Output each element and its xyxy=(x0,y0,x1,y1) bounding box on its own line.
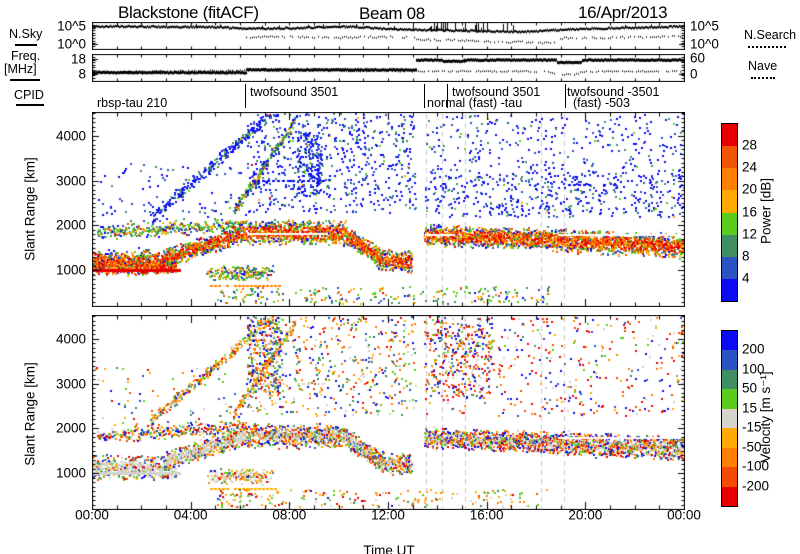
time-tick-label: 20:00 xyxy=(568,507,603,523)
time-tick-label: 08:00 xyxy=(272,507,307,523)
power-colorbar-tick-label: 4 xyxy=(742,270,750,286)
velocity-colorbar-segment xyxy=(722,447,737,468)
velocity-range-axis-title: Slant Range [km] xyxy=(22,362,38,466)
cpid-divider xyxy=(447,84,448,108)
power-colorbar-segment xyxy=(722,190,737,213)
power-colorbar-segment xyxy=(722,124,737,147)
cpid-entry: twofsound -3501 xyxy=(567,85,660,99)
time-tick-label: 04:00 xyxy=(173,507,208,523)
velocity-colorbar-segment xyxy=(722,467,737,487)
power-range-tick-label: 4000 xyxy=(55,128,86,144)
noise-left-tick: 10^0 xyxy=(57,36,86,52)
noise-panel-canvas xyxy=(92,22,685,50)
date-label: 16/Apr/2013 xyxy=(578,3,668,22)
nave-line-key xyxy=(751,77,775,79)
power-colorbar-title: Power [dB] xyxy=(758,177,774,245)
velocity-colorbar-segment xyxy=(722,350,737,370)
velocity-colorbar-segment xyxy=(722,369,737,390)
velocity-colorbar-tick-label: 50 xyxy=(742,380,758,396)
freq-left-tick: 8 xyxy=(78,66,86,82)
power-colorbar-segment xyxy=(722,168,737,191)
time-tick-label: 00:00 xyxy=(667,507,701,523)
velocity-colorbar-tick-label: -50 xyxy=(742,439,762,455)
power-colorbar-segment xyxy=(722,146,737,169)
power-colorbar-tick-label: 28 xyxy=(742,137,758,153)
page-title: Blackstone (fitACF) xyxy=(118,3,259,22)
cpid-entry: (fast) -503 xyxy=(573,96,630,110)
power-range-tick-label: 3000 xyxy=(55,173,86,189)
power-colorbar-tick-label: 16 xyxy=(742,204,758,219)
cpid-divider xyxy=(245,84,246,108)
velocity-range-tick-label: 4000 xyxy=(55,331,86,347)
velocity-colorbar-segment xyxy=(722,408,737,429)
nsearch-label: N.Search xyxy=(744,28,797,42)
power-range-tick-label: 2000 xyxy=(55,217,86,233)
noise-left-tick: 10^5 xyxy=(57,18,86,34)
nsearch-line-key xyxy=(748,46,786,48)
velocity-colorbar-tick-label: -100 xyxy=(742,458,770,474)
power-colorbar-segment xyxy=(722,234,737,257)
nave-label: Nave xyxy=(748,59,778,73)
velocity-range-tick-label: 1000 xyxy=(55,465,86,481)
time-tick-label: 00:00 xyxy=(75,507,109,523)
cpid-label: CPID xyxy=(14,88,44,102)
freq-right-tick: 60 xyxy=(690,50,706,66)
velocity-colorbar xyxy=(721,330,738,507)
velocity-colorbar-segment xyxy=(722,389,737,409)
velocity-colorbar-tick-label: -200 xyxy=(742,478,770,494)
velocity-colorbar-segment xyxy=(722,428,737,448)
power-colorbar-segment xyxy=(722,212,737,235)
power-colorbar-segment xyxy=(722,278,737,301)
time-tick-label: 12:00 xyxy=(371,507,405,523)
cpid-entry: normal (fast) -tau xyxy=(427,96,523,110)
nsky-line-key xyxy=(15,44,37,46)
power-colorbar-tick-label: 8 xyxy=(742,248,750,264)
velocity-colorbar-tick-label: 100 xyxy=(742,361,765,377)
noise-right-tick: 10^5 xyxy=(690,18,719,34)
velocity-colorbar-tick-label: 200 xyxy=(742,341,765,357)
power-colorbar-segment xyxy=(722,256,737,279)
cpid-entry: rbsp-tau 210 xyxy=(97,96,168,110)
freq-label: Freq. xyxy=(11,49,41,63)
freq-line-key xyxy=(10,79,40,81)
power-colorbar xyxy=(721,123,738,302)
cpid-divider xyxy=(424,84,425,108)
noise-right-tick: 10^0 xyxy=(690,36,719,52)
freq-right-tick: 0 xyxy=(690,66,698,82)
velocity-panel-canvas xyxy=(92,315,685,510)
velocity-colorbar-tick-label: -15 xyxy=(742,419,762,435)
power-panel-canvas xyxy=(92,112,685,307)
power-range-axis-title: Slant Range [km] xyxy=(22,157,38,261)
freq-left-tick: 18 xyxy=(70,51,86,67)
velocity-range-tick-label: 2000 xyxy=(55,420,86,436)
power-colorbar-tick-label: 12 xyxy=(742,226,758,242)
cpid-divider xyxy=(565,84,566,108)
velocity-colorbar-tick-label: 15 xyxy=(742,400,758,416)
velocity-colorbar-segment xyxy=(722,486,737,506)
beam-label: Beam 08 xyxy=(359,4,425,23)
time-tick-label: 16:00 xyxy=(469,507,504,523)
nsky-label: N.Sky xyxy=(9,27,43,41)
power-colorbar-tick-label: 20 xyxy=(742,181,758,197)
cpid-line-key xyxy=(16,104,44,106)
cpid-entry: twofsound 3501 xyxy=(452,85,541,99)
cpid-entry: twofsound 3501 xyxy=(250,85,339,99)
power-colorbar-tick-label: 24 xyxy=(742,159,758,175)
velocity-range-tick-label: 3000 xyxy=(55,376,86,392)
freq-panel-canvas xyxy=(92,54,685,82)
time-axis-title: Time UT xyxy=(363,543,415,554)
velocity-colorbar-segment xyxy=(722,331,737,351)
power-range-tick-label: 1000 xyxy=(55,262,86,278)
freq-unit-label: [MHz] xyxy=(4,62,37,76)
